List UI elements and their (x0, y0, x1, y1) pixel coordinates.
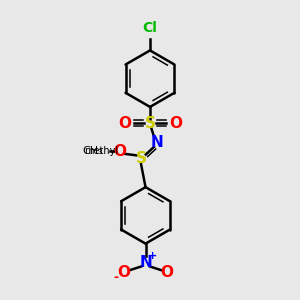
Text: O: O (160, 265, 173, 280)
Text: N: N (151, 135, 164, 150)
Text: O: O (169, 116, 182, 131)
Text: N: N (139, 255, 152, 270)
Text: O: O (118, 116, 131, 131)
Text: O: O (113, 144, 126, 159)
Text: methyl: methyl (84, 146, 118, 157)
Text: S: S (145, 116, 155, 131)
Text: CH₃: CH₃ (82, 146, 103, 157)
Text: +: + (148, 251, 158, 261)
Text: -: - (113, 271, 119, 284)
Text: S: S (136, 152, 147, 166)
Text: O: O (118, 265, 130, 280)
Text: Cl: Cl (142, 21, 158, 35)
